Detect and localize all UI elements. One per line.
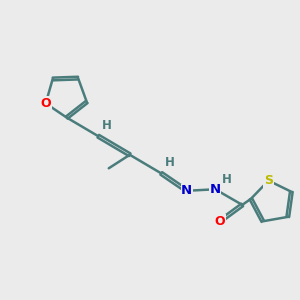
Text: H: H: [165, 156, 175, 170]
Text: O: O: [40, 97, 51, 110]
Text: N: N: [181, 184, 192, 197]
Text: S: S: [264, 174, 273, 187]
Text: O: O: [214, 215, 225, 228]
Text: N: N: [210, 183, 221, 196]
Text: H: H: [102, 119, 112, 132]
Text: H: H: [222, 173, 232, 186]
